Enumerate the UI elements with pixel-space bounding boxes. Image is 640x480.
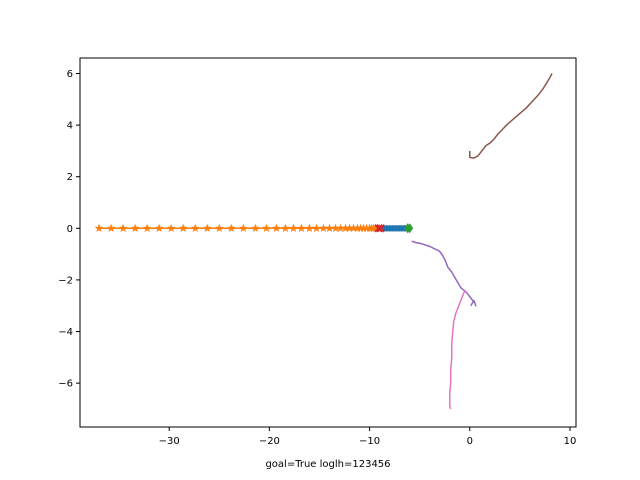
series-2 (374, 224, 385, 233)
x-tick-label: −30 (159, 436, 180, 447)
y-tick-label: −6 (58, 379, 73, 390)
data-point-star (94, 223, 104, 233)
data-point-star (261, 223, 271, 233)
data-point-star (238, 223, 248, 233)
data-point-star (296, 223, 306, 233)
y-tick-label: 2 (67, 172, 73, 183)
y-tick-label: 4 (67, 121, 73, 132)
x-tick-label: −20 (259, 436, 280, 447)
series-4 (411, 240, 477, 307)
series-1 (380, 225, 411, 232)
data-point-x (376, 224, 385, 233)
data-point-x (374, 224, 383, 233)
y-tick-label: −4 (58, 327, 73, 338)
data-point-star (280, 223, 290, 233)
data-point-star (288, 223, 298, 233)
series-6 (469, 73, 553, 159)
data-point-star (142, 223, 152, 233)
data-point-star (190, 223, 200, 233)
data-point-star (271, 223, 281, 233)
data-point-star (202, 223, 212, 233)
x-axis-label: goal=True loglh=123456 (265, 459, 390, 470)
series-layer (94, 73, 553, 410)
y-axis: −6 −4 −2 0 2 4 6 (58, 69, 80, 390)
plot-frame (79, 57, 577, 428)
series-line (411, 240, 477, 307)
data-point-star (226, 223, 236, 233)
x-axis: −30 −20 −10 0 10 (159, 427, 577, 447)
data-point-star (178, 223, 188, 233)
y-tick-label: −2 (58, 275, 73, 286)
data-point-star (214, 223, 224, 233)
data-point-star (250, 223, 260, 233)
series-3 (404, 223, 414, 234)
data-point-star (154, 223, 164, 233)
series-line (449, 289, 467, 410)
data-point-star (118, 223, 128, 233)
y-tick-label: 0 (67, 224, 73, 235)
data-point-star (130, 223, 140, 233)
x-tick-label: 10 (564, 436, 577, 447)
data-point-diamond (406, 223, 414, 234)
x-tick-label: 0 (467, 436, 473, 447)
series-line (469, 73, 553, 159)
series-5 (449, 289, 467, 410)
data-point-star (166, 223, 176, 233)
data-point-star (106, 223, 116, 233)
y-tick-label: 6 (67, 69, 73, 80)
x-tick-label: −10 (359, 436, 380, 447)
